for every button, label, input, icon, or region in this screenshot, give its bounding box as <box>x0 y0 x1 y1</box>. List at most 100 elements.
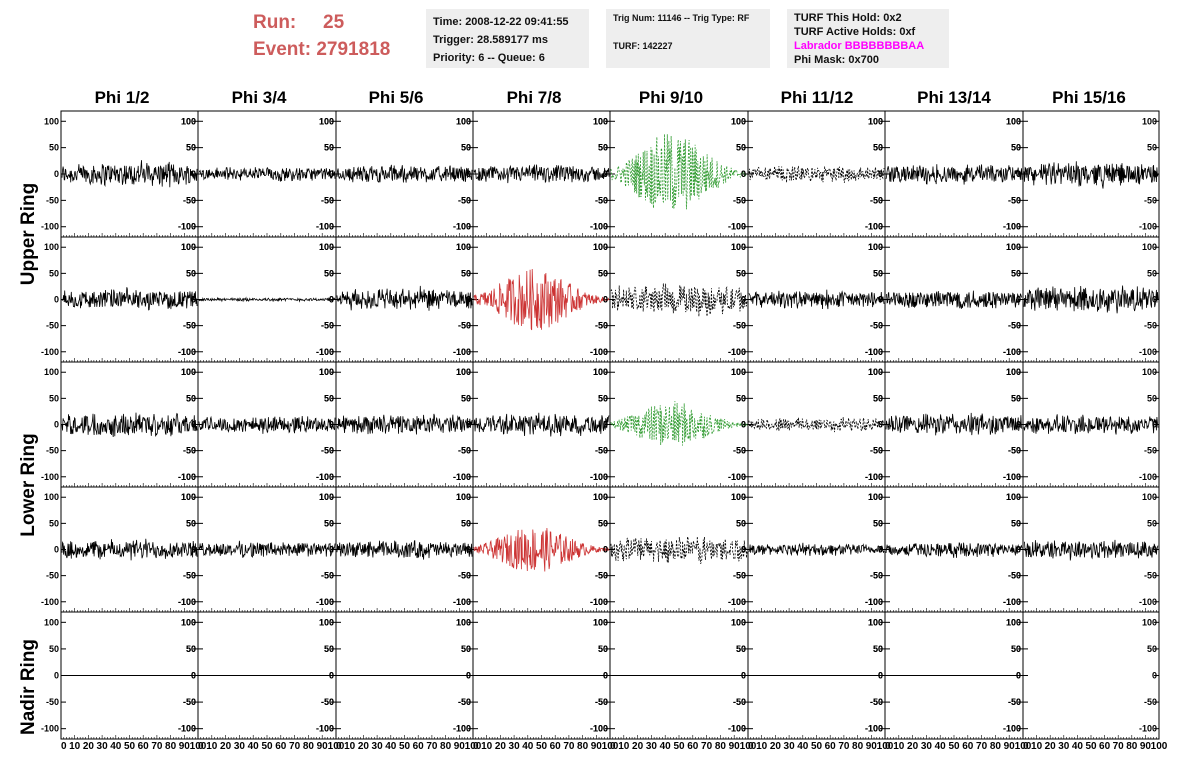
y-tick-label: 100 <box>868 492 883 502</box>
panel-r2-c3: 100 100 50 50 0 0 -50 -50 -100 -100 <box>453 361 611 488</box>
x-tick-label: 60 <box>550 741 562 752</box>
event-line: Event: 2791818 <box>253 36 390 63</box>
y-tick-label: -100 <box>41 347 59 357</box>
y-tick-label: 100 <box>868 617 883 627</box>
y-tick-label: -100 <box>590 597 608 607</box>
y-tick-label: -50 <box>1144 195 1157 205</box>
y-tick-label: -50 <box>595 321 608 331</box>
y-tick-label: -50 <box>733 446 746 456</box>
y-tick-label: 100 <box>319 617 334 627</box>
y-tick-label: -100 <box>41 724 59 734</box>
y-tick-label: 100 <box>1142 617 1157 627</box>
y-tick-label: 100 <box>1142 492 1157 502</box>
x-tick-label: 80 <box>303 741 315 752</box>
y-tick-label: -50 <box>870 446 883 456</box>
y-tick-label: -50 <box>183 321 196 331</box>
turf-info-box: TURF This Hold: 0x2 TURF Active Holds: 0… <box>787 9 949 68</box>
y-tick-label: -50 <box>458 446 471 456</box>
y-tick-label: 50 <box>461 518 471 528</box>
x-tick-label: 40 <box>935 741 947 752</box>
y-tick-label: 100 <box>181 617 196 627</box>
y-tick-label: -100 <box>728 472 746 482</box>
x-tick-label: 50 <box>124 741 136 752</box>
y-tick-label: -100 <box>1003 472 1021 482</box>
x-tick-label: 50 <box>536 741 548 752</box>
y-tick-label: -50 <box>321 321 334 331</box>
waveform-trace <box>61 538 198 561</box>
y-tick-label: -100 <box>1139 347 1157 357</box>
panel-r4-c4: 100 100 50 50 0 0 -50 -50 -100 -100 <box>590 611 749 740</box>
y-tick-label: -50 <box>595 446 608 456</box>
x-tick-label: 20 <box>358 741 370 752</box>
waveform-trace <box>336 285 473 311</box>
y-tick-label: 100 <box>868 116 883 126</box>
y-tick-label: 0 <box>191 295 196 305</box>
y-tick-label: 0 <box>1016 169 1021 179</box>
y-tick-label: 50 <box>598 393 608 403</box>
y-tick-label: -100 <box>1003 347 1021 357</box>
y-tick-label: -100 <box>865 724 883 734</box>
y-tick-label: 100 <box>1006 242 1021 252</box>
y-tick-label: 50 <box>598 143 608 153</box>
y-tick-label: -100 <box>865 222 883 232</box>
y-tick-label: 100 <box>593 367 608 377</box>
y-tick-label: -100 <box>453 347 471 357</box>
y-tick-label: -100 <box>728 222 746 232</box>
x-tick-label: 90 <box>729 741 741 752</box>
y-tick-label: 0 <box>329 169 334 179</box>
y-tick-label: -50 <box>458 195 471 205</box>
panel-r1-c4: 100 100 50 50 0 0 -50 -50 -100 -100 <box>590 236 749 363</box>
y-tick-label: 50 <box>736 268 746 278</box>
column-header-phi-13-14: Phi 13/14 <box>917 88 991 107</box>
y-tick-label: 100 <box>1006 242 1021 252</box>
panel-r3-c5: 100 100 50 50 0 0 -50 -50 -100 -100 <box>728 486 886 613</box>
x-tick-label: 70 <box>701 741 713 752</box>
y-tick-label: 50 <box>1011 393 1021 403</box>
y-tick-label: -50 <box>595 446 608 456</box>
y-tick-label: -50 <box>183 195 196 205</box>
panel-r0-c6: 100 100 50 50 0 0 -50 -50 -100 -100 <box>865 110 1024 238</box>
y-tick-label: -50 <box>46 571 59 581</box>
y-tick-label: 50 <box>1147 518 1157 528</box>
y-tick-label: 100 <box>593 242 608 252</box>
y-tick-label: -100 <box>316 724 334 734</box>
waveform-trace <box>198 166 336 182</box>
x-tick-label: 70 <box>563 741 575 752</box>
y-tick-label: 50 <box>324 393 334 403</box>
y-tick-label: -50 <box>458 571 471 581</box>
x-tick-label: 40 <box>110 741 122 752</box>
y-tick-label: -50 <box>1008 571 1021 581</box>
panel-r3-c3: 100 100 50 50 0 0 -50 -50 -100 -100 <box>453 486 611 613</box>
y-tick-label: 0 <box>878 545 883 555</box>
y-tick-label: -100 <box>590 472 608 482</box>
y-tick-label: 100 <box>44 242 59 252</box>
x-tick-label: 60 <box>413 741 425 752</box>
y-tick-label: 0 <box>603 295 608 305</box>
x-tick-label: 50 <box>811 741 823 752</box>
x-tick-label: 20 <box>1045 741 1057 752</box>
y-tick-label: -100 <box>178 724 196 734</box>
y-tick-label: 50 <box>186 393 196 403</box>
x-tick-label: 70 <box>838 741 850 752</box>
x-tick-label: 90 <box>179 741 191 752</box>
y-tick-label: -100 <box>1003 222 1021 232</box>
y-tick-label: 0 <box>329 295 334 305</box>
y-tick-label: -50 <box>1008 697 1021 707</box>
y-tick-label: 100 <box>1006 116 1021 126</box>
y-tick-label: -100 <box>178 222 196 232</box>
y-tick-label: 50 <box>598 644 608 654</box>
run-label: Run: <box>253 12 297 33</box>
x-tick-label: 100 <box>1151 741 1168 752</box>
x-tick-label: 0 <box>885 741 891 752</box>
x-tick-label: 90 <box>1004 741 1016 752</box>
x-tick-label: 0 <box>61 741 67 752</box>
y-tick-label: 50 <box>736 393 746 403</box>
x-tick-label: 80 <box>715 741 727 752</box>
y-tick-label: 50 <box>186 143 196 153</box>
y-tick-label: 50 <box>461 644 471 654</box>
panel-r4-c2: 100 100 50 50 0 0 -50 -50 -100 -100 <box>316 611 474 740</box>
y-tick-label: -100 <box>590 472 608 482</box>
panel-r3-c1: 100 100 50 50 0 0 -50 -50 -100 -100 <box>178 486 337 613</box>
y-tick-label: 100 <box>868 492 883 502</box>
trigger-info-box: Trig Num: 11146 -- Trig Type: RF TURF: 1… <box>606 9 770 68</box>
